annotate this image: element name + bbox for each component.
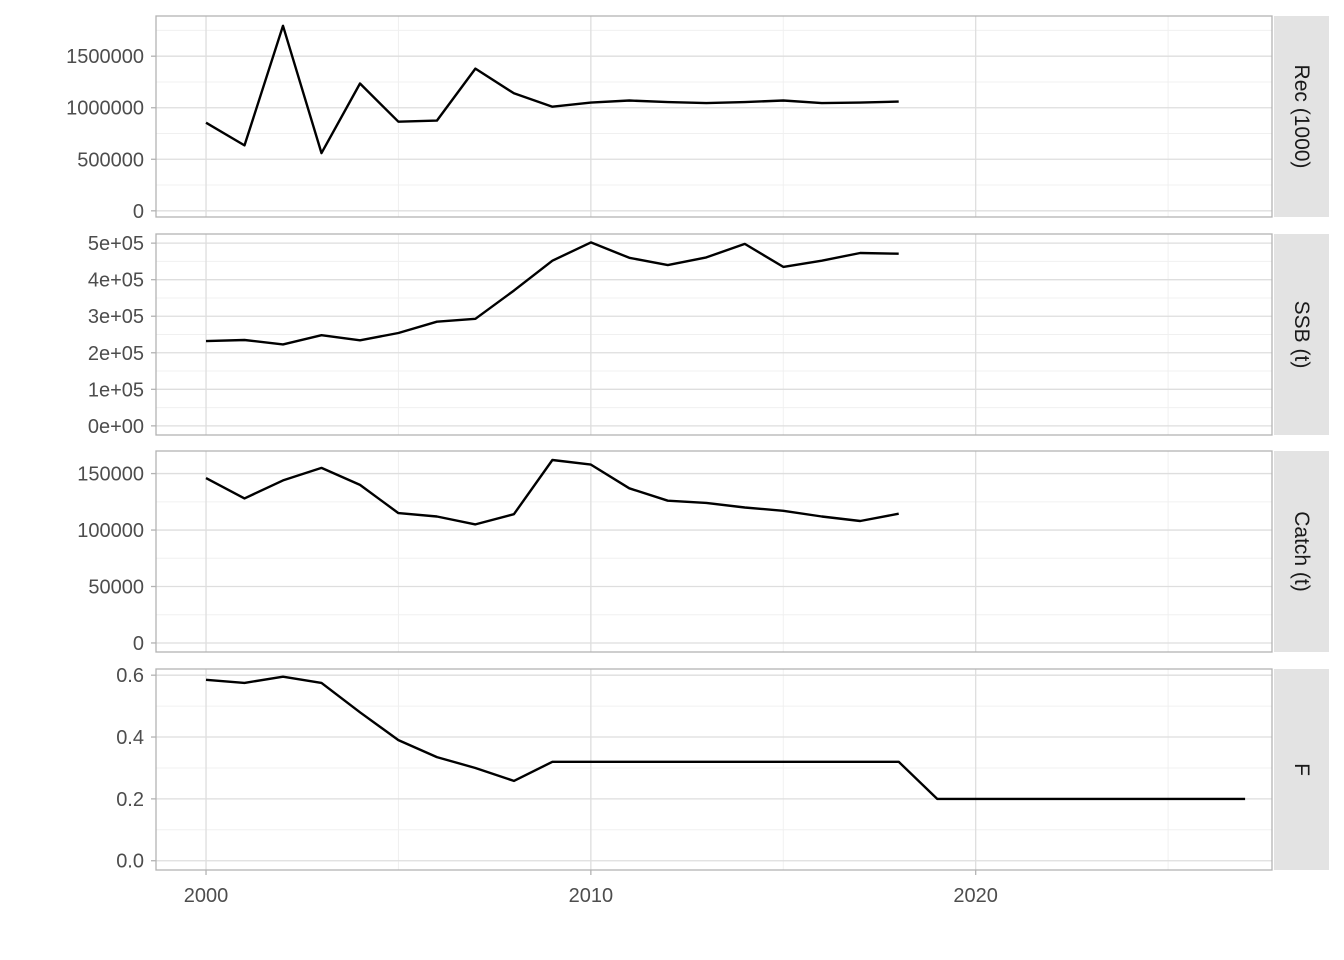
y-tick-label: 50000: [88, 577, 144, 599]
facet-strip-label: Catch (t): [1290, 511, 1313, 592]
y-tick-label: 3e+05: [88, 306, 144, 328]
y-tick-label: 0.6: [116, 665, 144, 687]
y-tick-label: 0.2: [116, 789, 144, 811]
panel-background: [156, 16, 1272, 217]
facet-strip: [1274, 451, 1329, 652]
panel-border: [155, 233, 1273, 436]
y-tick-label: 0.0: [116, 851, 144, 873]
x-tick-label: 2020: [953, 885, 998, 907]
facet-strip-label: SSB (t): [1290, 301, 1313, 369]
y-tick-label: 2e+05: [88, 343, 144, 365]
facet-strip: [1274, 16, 1329, 217]
y-tick-label: 150000: [77, 464, 144, 486]
panel-background: [156, 451, 1272, 652]
y-tick-label: 1500000: [66, 46, 144, 68]
series-line: [205, 458, 899, 526]
y-tick-label: 5e+05: [88, 233, 144, 255]
panel-3: 0 50000 100000 150000 Catch (t): [77, 450, 1329, 655]
panel-border: [155, 668, 1273, 871]
facet-strip-label: F: [1290, 763, 1313, 776]
y-tick-label: 1e+05: [88, 379, 144, 401]
y-tick-label: 0: [133, 201, 144, 223]
panel-1: 0 500000 1000000 1500000 Rec (1000): [66, 15, 1329, 223]
y-tick-label: 500000: [77, 149, 144, 171]
y-tick-label: 100000: [77, 520, 144, 542]
y-tick-label: 4e+05: [88, 270, 144, 292]
facet-strip: [1274, 234, 1329, 435]
panel-background: [156, 669, 1272, 870]
facet-strip: [1274, 669, 1329, 870]
y-tick-label: 0: [133, 633, 144, 655]
x-tick-label: 2010: [569, 885, 614, 907]
x-tick-label: 2000: [184, 885, 229, 907]
y-tick-label: 0.4: [116, 727, 144, 749]
y-tick-label: 0e+00: [88, 416, 144, 438]
panel-border: [155, 15, 1273, 218]
series-line: [205, 675, 1246, 801]
panel-border: [155, 450, 1273, 653]
y-tick-label: 1000000: [66, 98, 144, 120]
series-line: [205, 241, 899, 346]
panel-4: 0.0 0.2 0.4 0.6 F: [116, 665, 1329, 873]
series-line: [205, 24, 899, 155]
facet-strip-label: Rec (1000): [1290, 65, 1313, 169]
panel-2: 0e+00 1e+05 2e+05 3e+05 4e+05 5e+05 SSB (t): [88, 233, 1329, 438]
